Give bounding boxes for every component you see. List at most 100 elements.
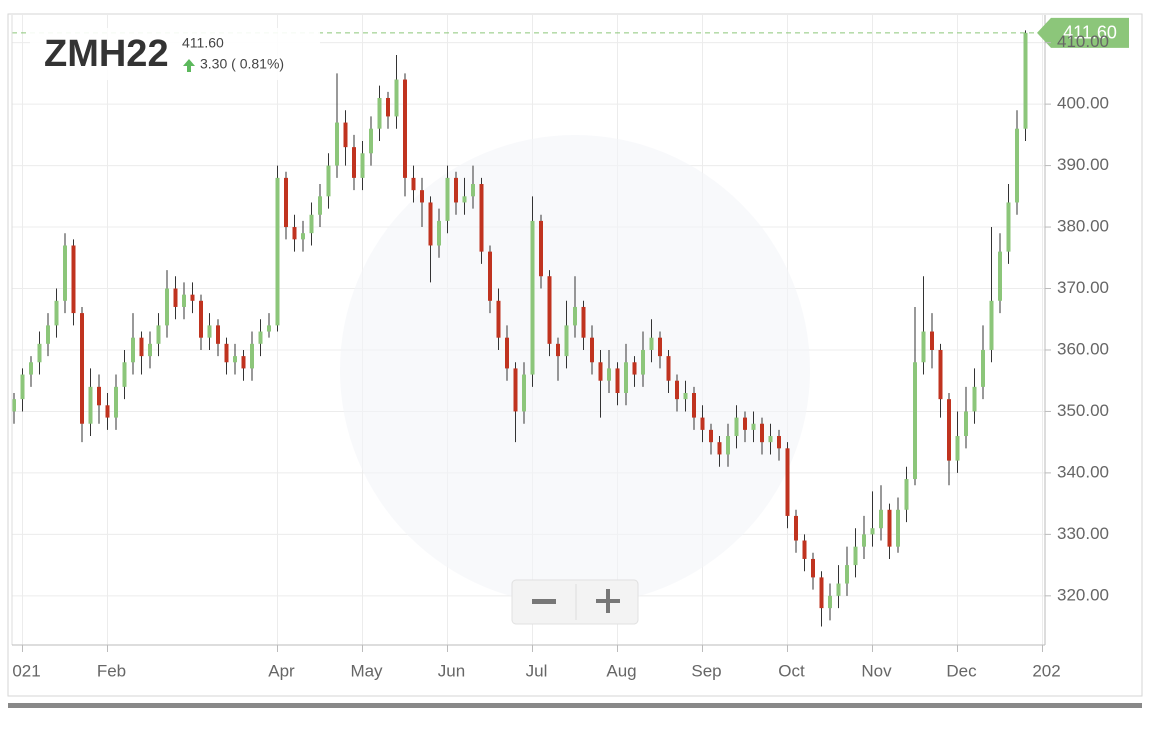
candle-body bbox=[598, 362, 603, 381]
candle-body bbox=[530, 220, 535, 375]
candle-body bbox=[632, 362, 637, 375]
candle-body bbox=[768, 436, 773, 443]
y-tick-label: 410.00 bbox=[1057, 32, 1109, 51]
candle-body bbox=[887, 509, 892, 547]
candle-body bbox=[241, 356, 246, 369]
candle-body bbox=[54, 300, 59, 326]
x-tick-label: May bbox=[350, 661, 383, 680]
candle-body bbox=[913, 362, 917, 480]
candle-body bbox=[343, 122, 348, 148]
candle-body bbox=[352, 147, 356, 178]
candle-body bbox=[496, 300, 501, 338]
candle-body bbox=[165, 288, 169, 326]
candle-body bbox=[71, 245, 76, 314]
candle-body bbox=[114, 386, 118, 418]
candle-body bbox=[403, 79, 407, 178]
candle-body bbox=[309, 214, 314, 234]
candle-body bbox=[726, 436, 730, 455]
candle-body bbox=[581, 306, 586, 338]
candle-body bbox=[207, 325, 212, 338]
candle-body bbox=[437, 220, 441, 246]
candle-body bbox=[97, 386, 101, 406]
candle-body bbox=[904, 479, 909, 510]
candle-body bbox=[539, 220, 543, 277]
candle-body bbox=[250, 343, 254, 369]
candle-body bbox=[573, 306, 577, 326]
y-tick-label: 360.00 bbox=[1057, 339, 1109, 358]
candle-body bbox=[301, 233, 305, 240]
candle-body bbox=[547, 276, 552, 344]
candle-body bbox=[734, 417, 739, 437]
zoom-controls bbox=[511, 579, 639, 625]
candle-body bbox=[377, 97, 382, 129]
candle-body bbox=[190, 294, 195, 301]
y-tick-label: 320.00 bbox=[1057, 585, 1109, 604]
candle-body bbox=[63, 245, 67, 301]
candle-body bbox=[811, 558, 815, 578]
candle-body bbox=[802, 540, 807, 559]
candle-body bbox=[462, 196, 467, 203]
candle-body bbox=[700, 417, 705, 430]
candle-body bbox=[318, 196, 322, 215]
zoom-out[interactable] bbox=[532, 599, 556, 604]
candle-body bbox=[666, 356, 671, 381]
candle-body bbox=[505, 337, 509, 369]
candle-body bbox=[80, 313, 84, 424]
candle-body bbox=[658, 337, 662, 357]
price: 411.60 bbox=[182, 35, 224, 51]
x-tick-label: Dec bbox=[946, 661, 977, 680]
candle-body bbox=[258, 331, 263, 344]
x-tick-label: Jun bbox=[438, 661, 465, 680]
candle-body bbox=[386, 97, 390, 117]
candle-body bbox=[998, 251, 1002, 301]
candle-body bbox=[445, 177, 450, 221]
candle-body bbox=[709, 429, 713, 443]
last-price-tag-label: 411.60 bbox=[1063, 23, 1117, 43]
bottom-bar bbox=[8, 703, 1142, 708]
y-tick-label: 390.00 bbox=[1057, 155, 1109, 174]
candle-body bbox=[819, 577, 824, 609]
y-tick-label: 330.00 bbox=[1057, 524, 1109, 543]
candle-body bbox=[777, 436, 781, 449]
candle-body bbox=[981, 349, 985, 387]
candle-body bbox=[369, 128, 373, 154]
candle-body bbox=[624, 362, 628, 393]
candle-body bbox=[845, 565, 849, 584]
last-price-tag-shape bbox=[1037, 17, 1129, 48]
candle-body bbox=[88, 386, 93, 424]
candle-body bbox=[522, 374, 526, 412]
candle-body bbox=[233, 356, 237, 363]
header-box bbox=[30, 28, 320, 80]
candle-body bbox=[122, 362, 127, 387]
y-tick-label: 340.00 bbox=[1057, 462, 1109, 481]
candle-body bbox=[955, 436, 960, 461]
x-tick-label: Nov bbox=[861, 661, 892, 680]
candle-body bbox=[717, 442, 722, 455]
candle-body bbox=[853, 546, 858, 566]
y-tick-label: 350.00 bbox=[1057, 401, 1109, 420]
candle-body bbox=[921, 331, 926, 363]
candle-body bbox=[105, 405, 110, 418]
candle-body bbox=[743, 417, 747, 430]
change: 3.30 ( 0.81%) bbox=[200, 56, 284, 72]
candle-body bbox=[751, 423, 756, 430]
candle-body bbox=[590, 337, 594, 363]
candle-body bbox=[284, 177, 288, 228]
candle-body bbox=[148, 343, 152, 357]
x-tick-label: Feb bbox=[97, 661, 126, 680]
candle-body bbox=[692, 393, 696, 418]
candle-body bbox=[649, 337, 654, 350]
candle-body bbox=[224, 343, 229, 363]
candle-body bbox=[173, 288, 178, 307]
x-tick-label: Apr bbox=[268, 661, 295, 680]
x-tick-label: Oct bbox=[778, 661, 805, 680]
candle-body bbox=[615, 368, 620, 393]
candle-body bbox=[20, 374, 25, 400]
candle-body bbox=[641, 349, 645, 375]
x-tick-label: 202 bbox=[1032, 661, 1060, 680]
candle-body bbox=[989, 300, 994, 350]
candle-body bbox=[394, 79, 399, 117]
candle-body bbox=[972, 386, 977, 412]
zoom-in[interactable] bbox=[596, 589, 620, 613]
